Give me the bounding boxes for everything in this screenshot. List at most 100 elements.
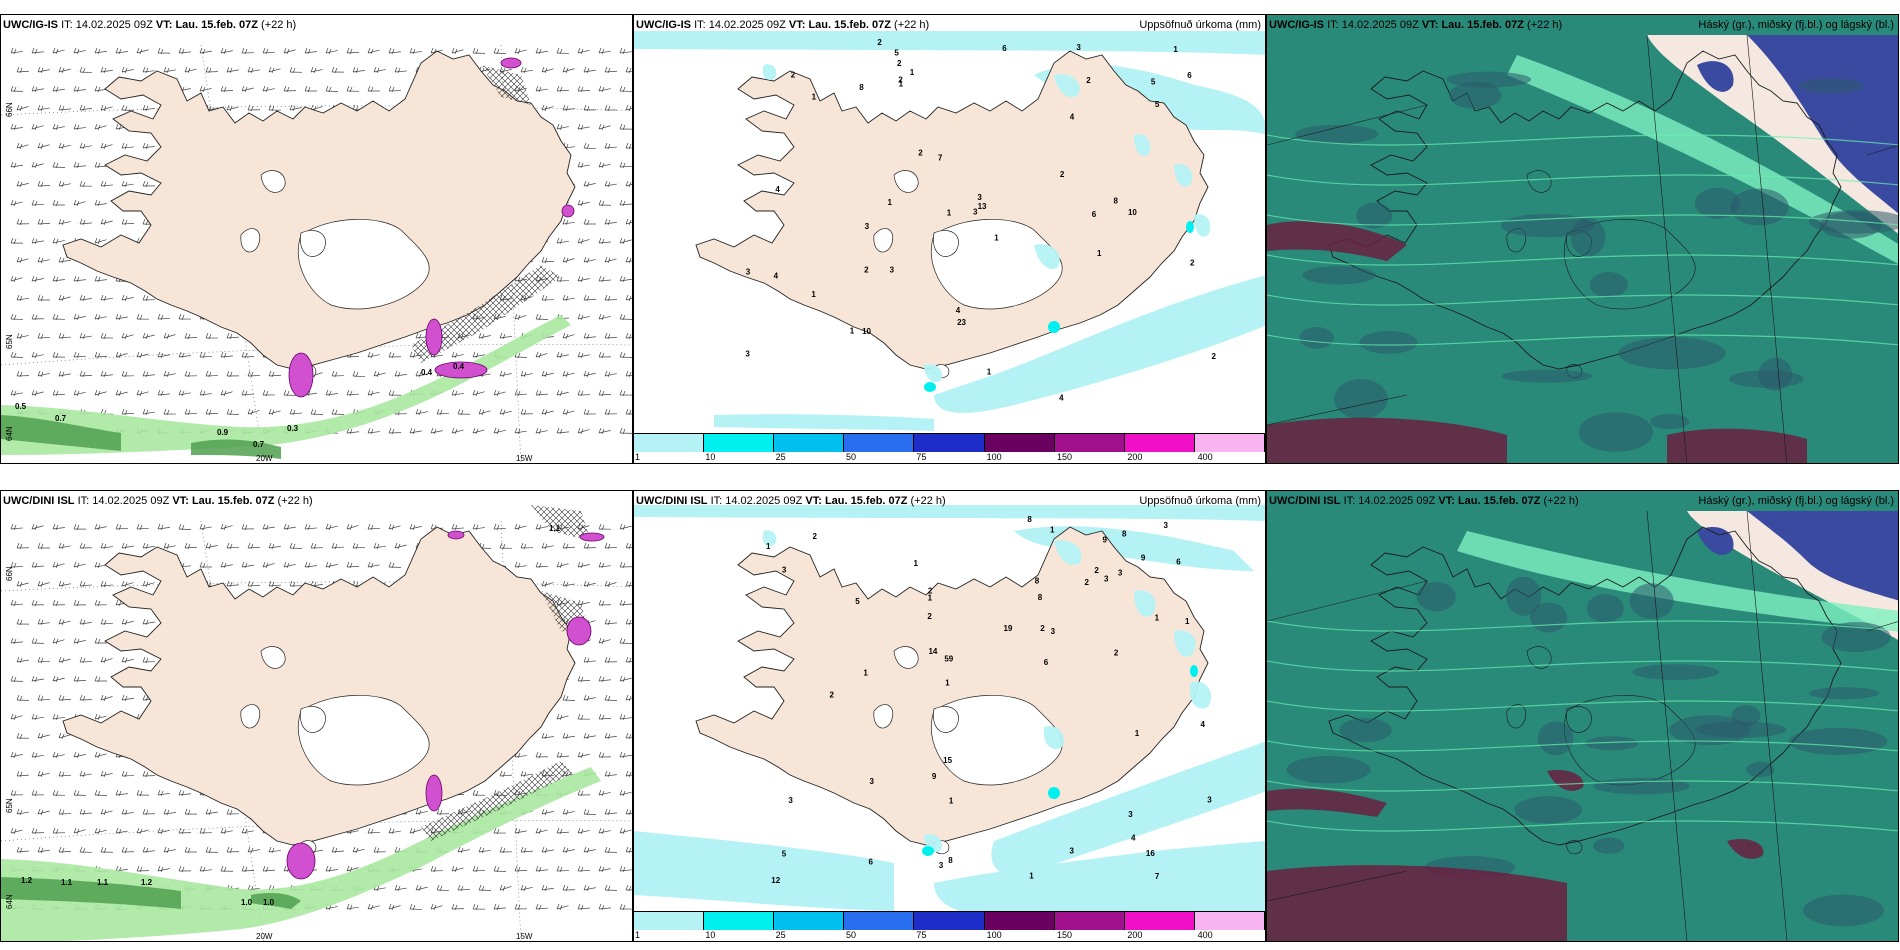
precip-value-label: 3 xyxy=(1076,43,1081,52)
cloud-map xyxy=(1267,15,1898,463)
precip-value-label: 1 xyxy=(913,559,918,568)
colorbar-cell xyxy=(844,912,915,930)
model-name: UWC/DINI ISL xyxy=(1269,495,1341,507)
grid-line xyxy=(1866,145,1898,156)
precip-patch xyxy=(1134,134,1151,157)
colorbar-cell xyxy=(704,434,775,452)
colorbar-tick-label: 50 xyxy=(846,930,857,940)
model-name: UWC/DINI ISL xyxy=(3,495,75,507)
precip-value-label: 2 xyxy=(830,690,835,699)
it-value: 14.02.2025 09Z xyxy=(75,19,153,31)
gust-value-label: 1.2 xyxy=(21,876,33,885)
colorbar-cell xyxy=(1054,912,1125,930)
snow-patch xyxy=(561,204,575,218)
snow-patch xyxy=(566,616,592,646)
precip-value-label: 1 xyxy=(899,80,904,89)
colorbar-cell xyxy=(984,434,1055,452)
precip-value-label: 8 xyxy=(1035,576,1040,585)
gust-value-label: 0.3 xyxy=(287,424,299,433)
glacier-outline xyxy=(1564,219,1696,310)
colorbar-tick-label: 100 xyxy=(986,452,1002,462)
iceland-outline xyxy=(1328,50,1842,370)
precip-hatch xyxy=(411,65,561,363)
precip-value-label: 2 xyxy=(864,266,869,275)
cloud-contour xyxy=(1267,660,1898,672)
precip-value-label: 13 xyxy=(978,202,987,211)
mid-cloud-blob xyxy=(1286,755,1371,784)
precip-value-label: 2 xyxy=(1094,566,1099,575)
precip-core xyxy=(1048,321,1060,333)
mid-cloud-blob xyxy=(1788,727,1888,755)
vt-label: VT: xyxy=(788,19,806,31)
precip-value-label: 8 xyxy=(1122,529,1127,538)
mid-cloud-blob xyxy=(1728,370,1804,388)
grid-line xyxy=(1866,621,1898,632)
vt-value: Lau. 15.feb. 07Z xyxy=(1457,495,1541,507)
precip-value-label: 2 xyxy=(1086,76,1091,85)
gust-value-label: 1.1 xyxy=(549,524,561,533)
precip-value-label: 2 xyxy=(1114,648,1119,657)
precip-value-label: 3 xyxy=(1069,847,1074,856)
panel-title: UWC/IG-IS IT: 14.02.2025 09Z VT: Lau. 15… xyxy=(636,19,929,31)
mid-cloud-blob xyxy=(1537,721,1574,756)
precip-area xyxy=(934,841,1265,923)
colorbar-tick-label: 10 xyxy=(705,930,716,940)
precip-value-label: 2 xyxy=(1212,352,1217,361)
panel-dini-wind: 66N 64N 65N 20W 15W 1.2 1.1 1.1 1.2 1.0 1.0 1.1 UWC/… xyxy=(0,490,633,942)
lat-label: 66N xyxy=(5,566,14,581)
colorbar-cell xyxy=(634,434,705,452)
mid-cloud-blob xyxy=(1730,188,1789,226)
panel-title: UWC/DINI ISL IT: 14.02.2025 09Z VT: Lau.… xyxy=(1269,495,1579,507)
mid-cloud-blob xyxy=(1578,412,1653,452)
precip-value-label: 1 xyxy=(1155,614,1160,623)
precip-value-label: 1 xyxy=(987,368,992,377)
cloud-map xyxy=(1267,491,1898,941)
mid-cloud-blob xyxy=(1650,413,1690,430)
precip-value-label: 1 xyxy=(1050,526,1055,535)
precip-value-label: 4 xyxy=(1070,113,1075,122)
colorbar-tick-label: 75 xyxy=(916,452,927,462)
lead-time: (+22 h) xyxy=(910,495,946,507)
precip-value-label: 1 xyxy=(949,796,954,805)
precip-patch xyxy=(1034,244,1060,269)
precip-value-label: 3 xyxy=(745,349,750,358)
cloud-contour xyxy=(1267,214,1898,226)
panel-ig-cloud: UWC/IG-IS IT: 14.02.2025 09Z VT: Lau. 15… xyxy=(1266,14,1899,464)
precip-value-label: 4 xyxy=(774,271,779,280)
lon-label: 15W xyxy=(516,454,533,463)
precip-value-label: 3 xyxy=(939,861,944,870)
precip-value-label: 9 xyxy=(932,772,937,781)
vt-value: Lau. 15.feb. 07Z xyxy=(175,19,258,31)
precip-value-label: 7 xyxy=(938,154,943,163)
gust-value-label: 0.4 xyxy=(453,362,465,371)
panel-title: UWC/IG-IS IT: 14.02.2025 09Z VT: Lau. 15… xyxy=(3,19,296,31)
glacier-outline xyxy=(260,646,286,669)
precip-value-label: 1 xyxy=(1173,45,1178,54)
precip-value-label: 9 xyxy=(1141,554,1146,563)
precip-value-label: 1 xyxy=(947,208,952,217)
colorbar-tick-label: 200 xyxy=(1127,930,1143,940)
mid-cloud xyxy=(1747,35,1898,214)
precip-colorbar: 1 10 25 50 75 100 150 200 400 xyxy=(634,911,1265,941)
low-cloud xyxy=(1727,838,1764,859)
precip-value-label: 2 xyxy=(918,149,923,158)
panel-title: UWC/DINI ISL IT: 14.02.2025 09Z VT: Lau.… xyxy=(3,495,313,507)
precip-patch xyxy=(924,364,943,383)
panel-dini-precip: 1 2 1 3 5 8 2 3 3 1 3 6 1 1 2 1 3 2 2 12 1 2 3 19 16 1 8 9 3 2 1 1 1 3 8 9 1… xyxy=(633,490,1266,942)
precip-value-label: 4 xyxy=(775,185,780,194)
snow-patch xyxy=(288,352,314,398)
colorbar-cell xyxy=(1194,912,1265,930)
colorbar-tick-label: 1 xyxy=(635,452,641,462)
vt-label: VT: xyxy=(1421,19,1439,31)
snow-patch xyxy=(425,318,443,356)
colorbar-tick-label: 25 xyxy=(775,452,786,462)
mid-cloud-blob xyxy=(1359,331,1418,354)
vt-value: Lau. 15.feb. 07Z xyxy=(824,495,908,507)
precip-area xyxy=(714,414,934,431)
precip-patch xyxy=(1054,74,1080,98)
precip-value-label: 3 xyxy=(1207,796,1212,805)
precip-value-label: 1 xyxy=(994,233,999,242)
precip-value-label: 8 xyxy=(1038,593,1043,602)
precip-value-label: 1 xyxy=(863,669,868,678)
precip-value-label: 15 xyxy=(943,756,952,765)
